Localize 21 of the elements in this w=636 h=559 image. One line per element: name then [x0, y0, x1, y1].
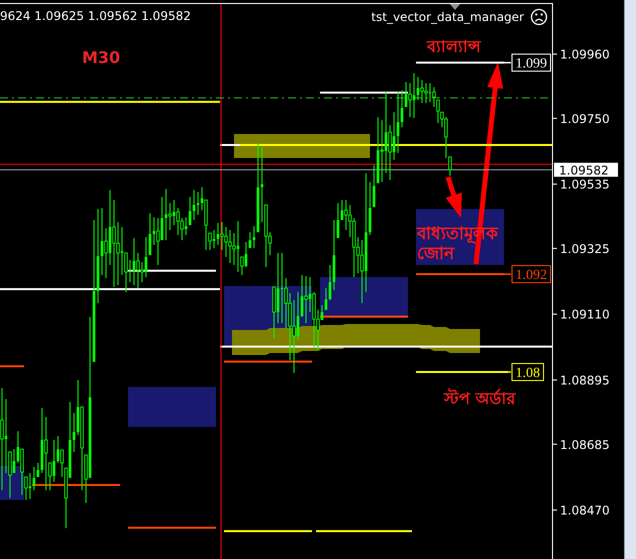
annotation: 1.099	[512, 54, 551, 72]
y-tick-label: 1.09960	[560, 48, 610, 62]
annotation: 1.08	[512, 363, 544, 382]
annotation: M30	[82, 48, 120, 67]
y-tick-label: 1.09535	[560, 178, 610, 192]
annotation: স্টপ অর্ডার	[444, 389, 516, 408]
y-tick-label: 1.08470	[560, 504, 610, 518]
y-tick-label: 1.09110	[560, 308, 610, 322]
ref-line-label: 1.09582	[559, 163, 609, 178]
y-tick-label: 1.08895	[560, 374, 610, 388]
ref-line-label: 1.09582	[554, 162, 618, 178]
y-tick-label: 1.09325	[560, 242, 610, 256]
annotation: 1.08	[516, 366, 540, 382]
annotation: 9624 1.09625 1.09562 1.09582	[0, 9, 191, 23]
y-tick-label: 1.09750	[560, 112, 610, 126]
annotation: ব্যাল্যান্স	[427, 37, 481, 56]
y-tick-label: 1.08685	[560, 438, 610, 452]
annotation: tst_vector_data_manager	[371, 10, 524, 24]
annotation: 1.099	[516, 56, 547, 72]
annotation: 1.092	[512, 265, 551, 284]
annotation: 1.092	[516, 268, 547, 284]
